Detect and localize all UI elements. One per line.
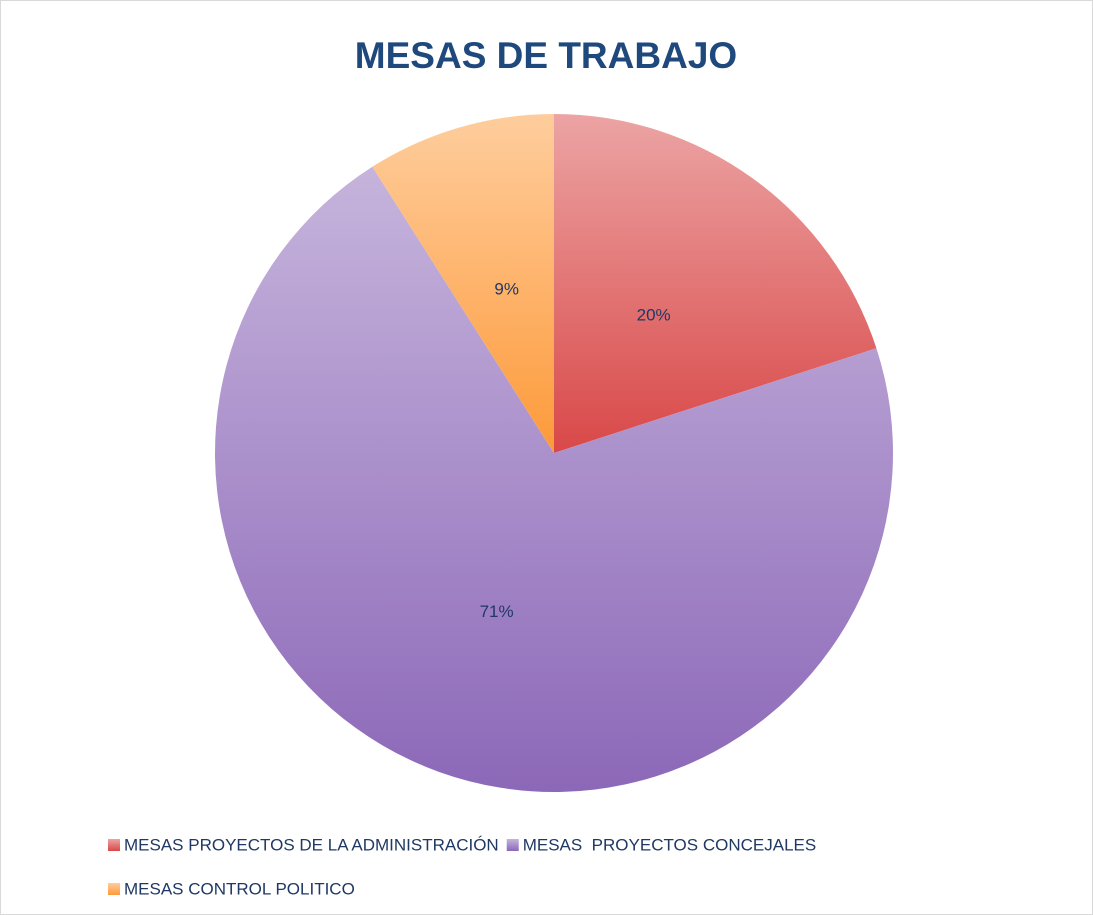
legend-swatch [108, 883, 120, 895]
pie-slice [372, 114, 554, 453]
legend-label: MESAS PROYECTOS DE LA ADMINISTRACIÓN [124, 835, 499, 854]
data-label: 20% [637, 305, 671, 324]
pie-slice [554, 114, 877, 453]
legend-label: MESAS CONTROL POLITICO [124, 879, 355, 898]
legend-swatch [506, 839, 519, 851]
legend-label: MESAS PROYECTOS CONCEJALES [523, 835, 816, 854]
pie-slice [214, 166, 893, 792]
data-label: 71% [480, 602, 514, 621]
chart-title: MESAS DE TRABAJO [355, 35, 737, 76]
data-label: 9% [494, 280, 519, 299]
legend-swatch [108, 839, 120, 851]
